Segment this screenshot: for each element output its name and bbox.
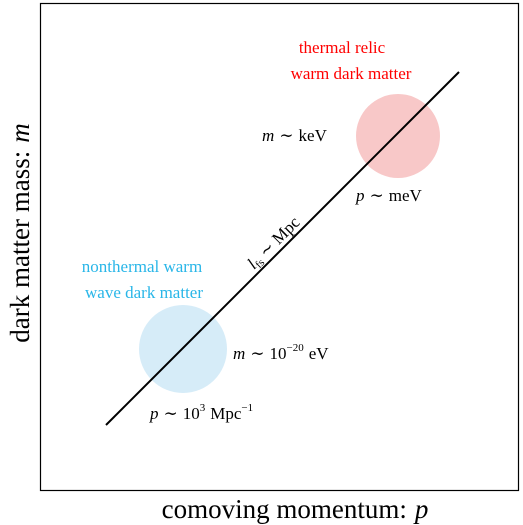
thermal-title-line1: thermal relic [299, 38, 386, 57]
thermal-title-line2: warm dark matter [291, 64, 412, 83]
thermal-relic-region [356, 94, 440, 178]
nonthermal-momentum-label: p ∼ 103 Mpc−1 [149, 402, 253, 423]
y-axis-title: dark matter mass:m [5, 123, 35, 342]
nonthermal-mass-label: m ∼ 10−20 eV [233, 342, 329, 363]
nonthermal-title-line1: nonthermal warm [82, 257, 202, 276]
x-axis-title: comoving momentum: p [162, 494, 429, 524]
nonthermal-title-line2: wave dark matter [85, 283, 203, 302]
thermal-mass-label: m ∼ keV [262, 126, 328, 145]
free-streaming-label: lfs∼Mpc [243, 212, 305, 274]
plot-frame [39, 2, 520, 492]
free-streaming-line [105, 71, 460, 426]
line-label-unit: Mpc [268, 212, 304, 248]
thermal-momentum-label: p ∼ meV [355, 186, 423, 205]
svg-text:lfs∼Mpc: lfs∼Mpc [243, 212, 305, 274]
